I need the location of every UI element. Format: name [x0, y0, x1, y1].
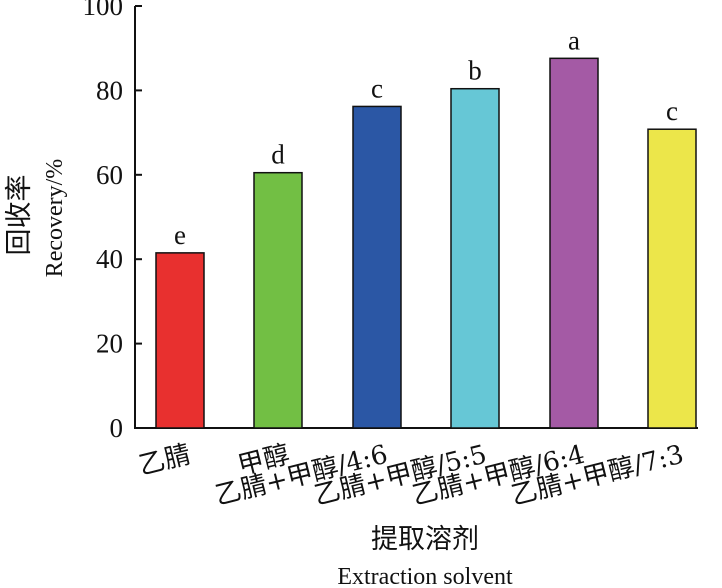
y-tick-label: 0 [110, 413, 124, 443]
x-axis-title-zh: 提取溶剂 [371, 524, 479, 555]
y-axis-title-en-group: Recovery/% [42, 159, 68, 278]
bar [155, 252, 205, 429]
y-axis-title-zh: 回收率 [4, 175, 35, 256]
y-tick-label: 40 [96, 244, 123, 274]
significance-label: e [174, 220, 186, 250]
y-tick-label: 80 [96, 75, 123, 105]
significance-label: c [666, 96, 678, 126]
significance-label: a [568, 25, 580, 55]
bar [352, 105, 402, 429]
y-tick-label: 20 [96, 329, 123, 359]
significance-labels: e d c b a c [174, 25, 678, 250]
y-tick-label: 100 [83, 0, 124, 21]
bar [549, 57, 599, 429]
category-label: 乙腈 [136, 440, 194, 482]
bar [253, 171, 303, 429]
significance-label: d [271, 140, 285, 170]
significance-label: c [371, 73, 383, 103]
x-axis-title-en: Extraction solvent [337, 564, 513, 588]
bars [155, 57, 697, 429]
y-ticks: 0 20 40 60 80 100 [83, 0, 142, 443]
significance-label: b [468, 56, 482, 86]
y-axis-title: 回收率 [4, 175, 35, 256]
bar [450, 87, 500, 429]
axes [134, 6, 698, 429]
bar [647, 128, 697, 429]
y-tick-label: 60 [96, 160, 123, 190]
y-axis-title-en: Recovery/% [42, 159, 68, 278]
